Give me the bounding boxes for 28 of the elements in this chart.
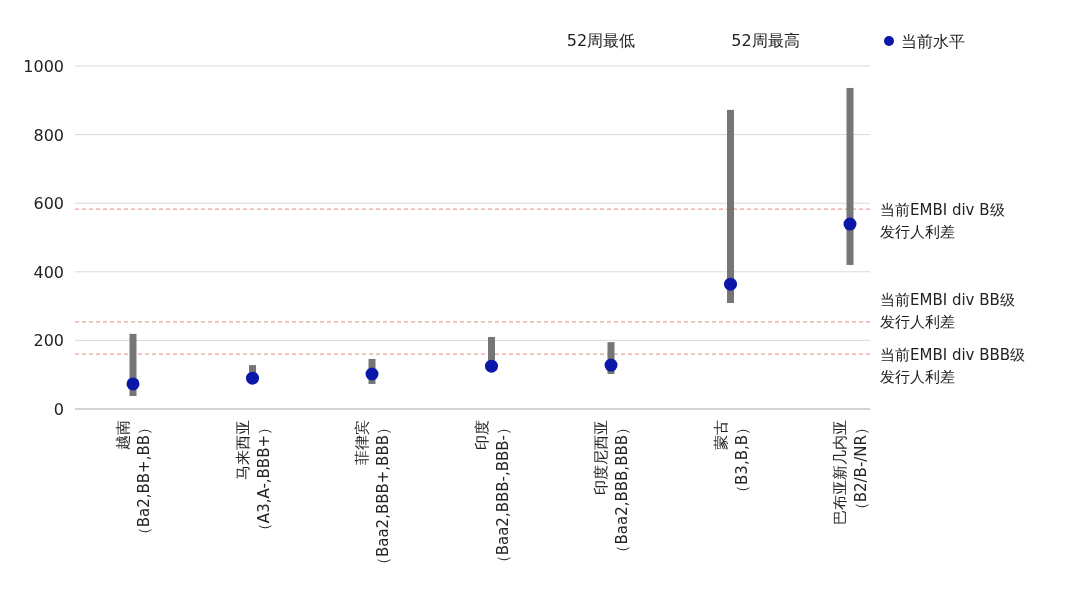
y-tick-label: 0	[53, 400, 64, 419]
x-tick-label: 马来西亚（A3,A-,BBB+）	[233, 420, 273, 539]
point	[724, 277, 737, 291]
x-tick-label: 印度尼西亚（Baa2,BBB,BBB）	[592, 420, 631, 560]
ref-line-label: 当前EMBI div BB级发行人利差	[880, 291, 1015, 332]
x-tick-label: 蒙古（B3,B,B）	[711, 420, 751, 500]
text: 52周最低	[566, 31, 636, 50]
y-tick-label: 600	[33, 194, 64, 214]
point	[365, 367, 379, 381]
bar	[727, 109, 734, 304]
x-tick-label: 巴布亚新几内亚（B2/B-/NR）	[831, 420, 870, 525]
x-tick-label: 菲律宾（Baa2,BBB+,BBB）	[353, 420, 392, 573]
point	[485, 359, 498, 373]
y-tick-label: 200	[33, 331, 64, 351]
point	[126, 377, 140, 391]
point	[604, 358, 618, 372]
legend-label: 当前水平	[901, 32, 965, 51]
ref-line-label: 当前EMBI div B级发行人利差	[880, 201, 1005, 242]
text: 52周最高	[731, 31, 800, 50]
x-tick-label: 越南（Ba2,BB+,BB）	[114, 420, 153, 543]
x-tick-label: 印度（Baa2,BBB-,BBB-）	[472, 420, 512, 571]
ref-line-label: 当前EMBI div BBB级发行人利差	[880, 346, 1026, 387]
y-tick-label: 400	[33, 262, 64, 282]
y-tick-label: 1000	[23, 57, 64, 76]
bar	[846, 87, 854, 265]
point	[246, 371, 259, 385]
y-tick-label: 800	[33, 125, 64, 145]
point	[843, 217, 857, 231]
